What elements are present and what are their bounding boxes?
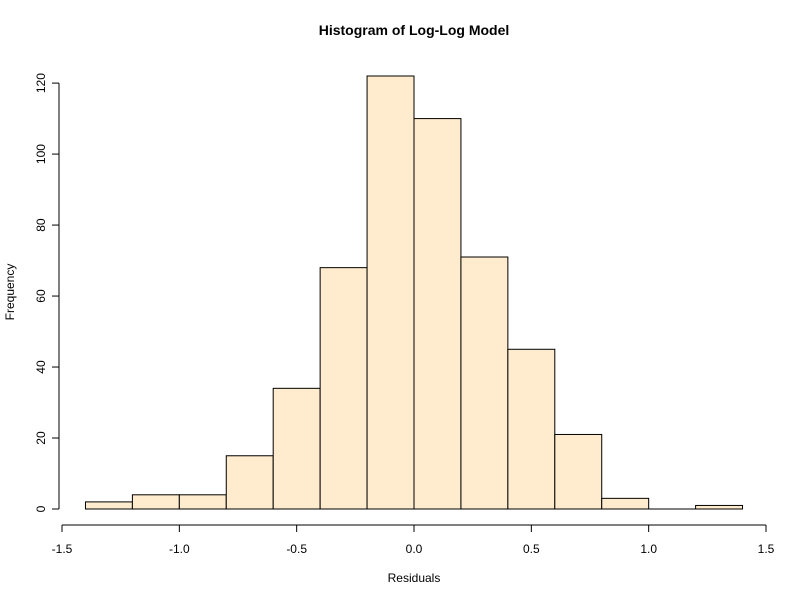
- y-tick-label: 120: [34, 73, 48, 93]
- y-axis-label: Frequency: [3, 264, 17, 321]
- histogram-bar: [131, 494, 180, 510]
- x-tick-label: -1.5: [52, 542, 73, 556]
- x-tick-label: -0.5: [286, 542, 307, 556]
- bars-group: [84, 75, 744, 510]
- y-tick-label: 20: [34, 431, 48, 445]
- y-axis-ticks: 0 20 40 60 80 100 120: [34, 73, 59, 512]
- histogram-bar: [84, 501, 133, 510]
- histogram-bar: [460, 256, 509, 510]
- histogram-bar: [319, 267, 368, 510]
- histogram-bar: [413, 118, 462, 510]
- y-tick-label: 80: [34, 218, 48, 232]
- x-axis-label: Residuals: [388, 571, 441, 585]
- x-axis-ticks: -1.5 -1.0 -0.5 0.0 0.5 1.0 1.5: [52, 525, 775, 556]
- x-tick-label: -1.0: [169, 542, 190, 556]
- y-tick-label: 0: [34, 505, 48, 512]
- histogram-bar: [366, 75, 415, 510]
- x-tick-label: 1.0: [640, 542, 657, 556]
- histogram-bar: [601, 497, 650, 510]
- histogram-bar: [554, 433, 603, 510]
- histogram-bar: [507, 348, 556, 510]
- y-tick-label: 100: [34, 144, 48, 164]
- histogram-bar: [178, 494, 227, 510]
- y-tick-label: 40: [34, 360, 48, 374]
- histogram-bar: [695, 504, 744, 510]
- x-tick-label: 0.5: [523, 542, 540, 556]
- x-tick-label: 0.0: [406, 542, 423, 556]
- histogram-bar: [225, 455, 274, 510]
- y-tick-label: 60: [34, 289, 48, 303]
- chart-title: Histogram of Log-Log Model: [319, 22, 510, 38]
- histogram-bar: [272, 387, 321, 510]
- x-tick-label: 1.5: [758, 542, 775, 556]
